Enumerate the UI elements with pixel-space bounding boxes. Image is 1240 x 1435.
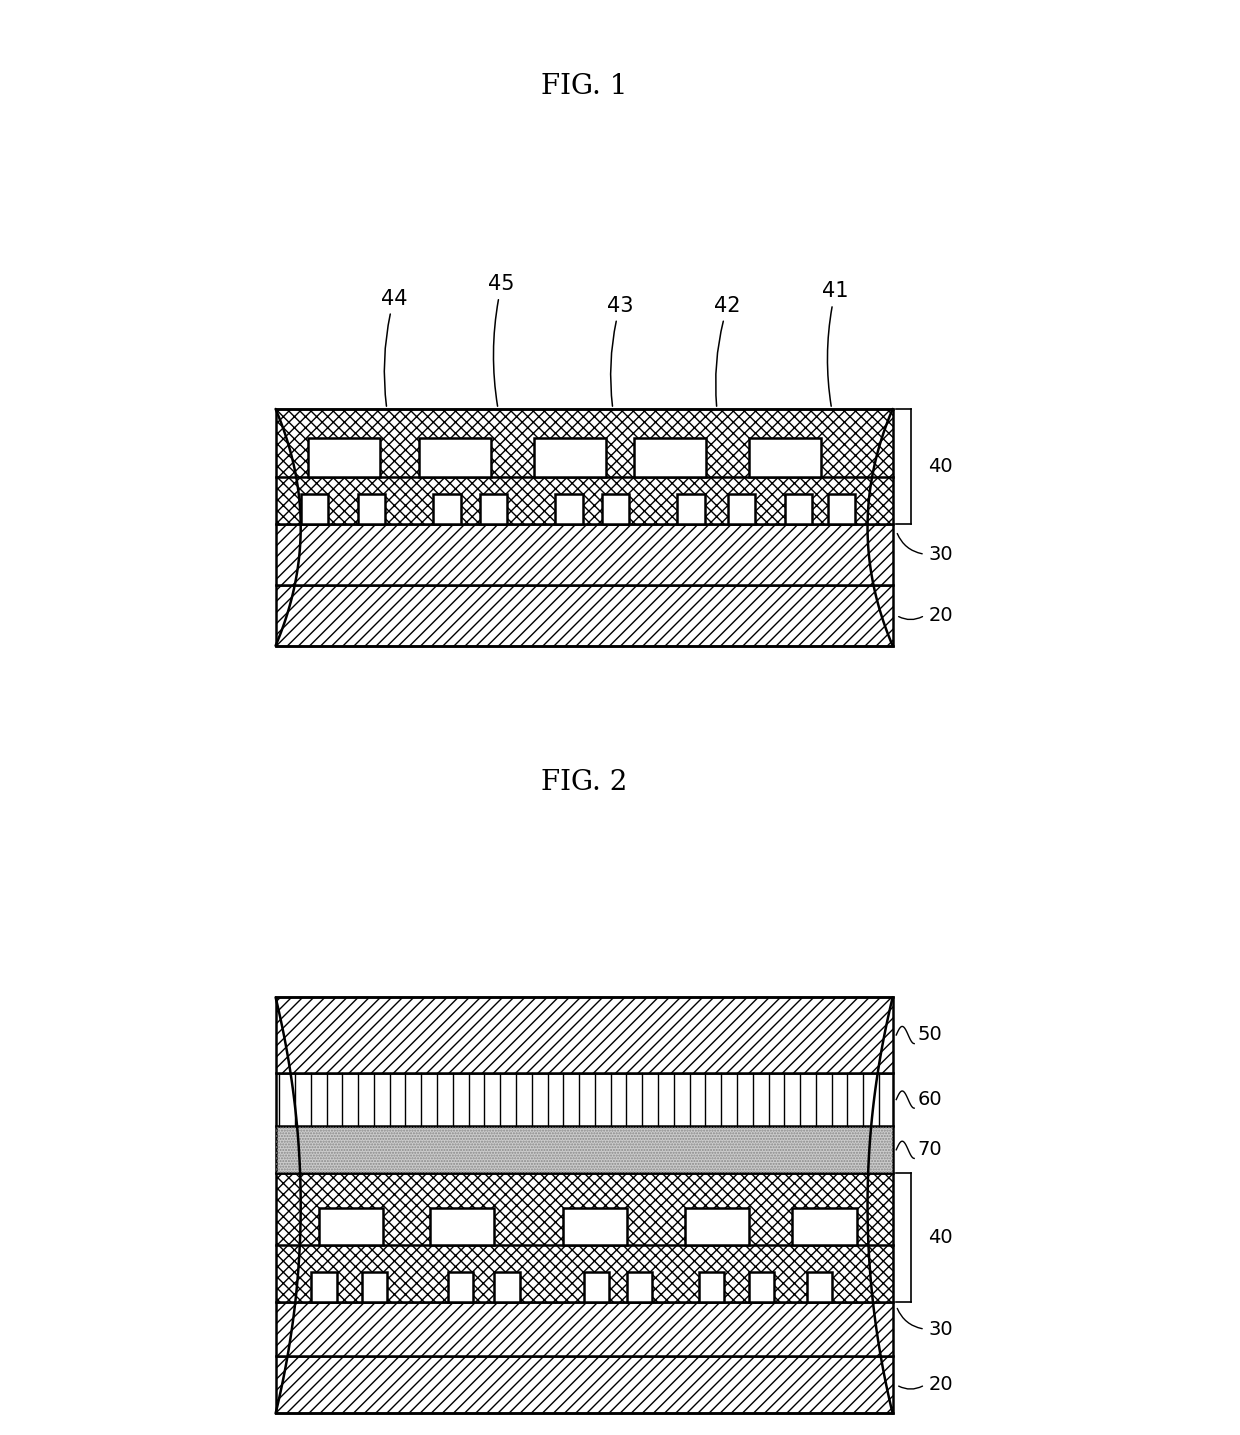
Text: 30: 30 bbox=[929, 1320, 954, 1339]
Bar bbox=[275, 1174, 893, 1303]
Bar bbox=[275, 1356, 893, 1413]
Text: 20: 20 bbox=[929, 606, 954, 624]
Text: FIG. 2: FIG. 2 bbox=[541, 769, 627, 795]
Text: 50: 50 bbox=[918, 1026, 942, 1045]
Bar bbox=[635, 438, 706, 476]
Bar bbox=[677, 494, 704, 524]
Bar bbox=[419, 438, 491, 476]
Text: 42: 42 bbox=[714, 296, 740, 406]
Bar bbox=[275, 585, 893, 646]
Text: 30: 30 bbox=[929, 545, 954, 564]
Bar bbox=[275, 1303, 893, 1356]
Bar bbox=[275, 1303, 893, 1356]
Bar bbox=[362, 1271, 387, 1303]
Bar bbox=[792, 1208, 857, 1246]
Text: 40: 40 bbox=[929, 456, 954, 476]
Bar bbox=[275, 1126, 893, 1174]
Bar bbox=[749, 438, 821, 476]
Bar bbox=[275, 585, 893, 646]
Text: FIG. 1: FIG. 1 bbox=[541, 73, 627, 99]
Bar bbox=[434, 494, 461, 524]
Bar bbox=[319, 1208, 383, 1246]
Bar bbox=[728, 494, 755, 524]
Bar bbox=[311, 1271, 336, 1303]
Bar bbox=[749, 1271, 774, 1303]
Text: 44: 44 bbox=[381, 288, 407, 406]
Bar bbox=[828, 494, 856, 524]
Bar bbox=[275, 1174, 893, 1303]
Text: 70: 70 bbox=[918, 1141, 942, 1159]
Text: 40: 40 bbox=[929, 1228, 954, 1247]
Bar bbox=[275, 409, 893, 524]
Bar bbox=[308, 438, 379, 476]
Bar bbox=[275, 1356, 893, 1413]
Bar bbox=[563, 1208, 627, 1246]
Bar bbox=[448, 1271, 472, 1303]
Bar bbox=[301, 494, 327, 524]
Bar bbox=[584, 1271, 609, 1303]
Bar bbox=[534, 438, 605, 476]
Bar bbox=[603, 494, 630, 524]
Text: 20: 20 bbox=[929, 1375, 954, 1395]
Text: 41: 41 bbox=[822, 281, 848, 406]
Bar bbox=[785, 494, 812, 524]
Bar bbox=[275, 1073, 893, 1126]
Text: 45: 45 bbox=[489, 274, 515, 406]
Bar bbox=[275, 997, 893, 1073]
Bar bbox=[275, 524, 893, 585]
Bar bbox=[275, 1126, 893, 1174]
Text: 43: 43 bbox=[606, 296, 634, 406]
Bar bbox=[430, 1208, 495, 1246]
Bar bbox=[275, 997, 893, 1073]
Bar bbox=[806, 1271, 832, 1303]
Bar bbox=[495, 1271, 520, 1303]
Bar bbox=[275, 524, 893, 585]
Bar bbox=[275, 409, 893, 524]
Bar bbox=[627, 1271, 652, 1303]
Bar bbox=[358, 494, 386, 524]
Bar bbox=[480, 494, 507, 524]
Text: 60: 60 bbox=[918, 1091, 942, 1109]
Bar bbox=[684, 1208, 749, 1246]
Bar bbox=[699, 1271, 724, 1303]
Bar bbox=[556, 494, 583, 524]
